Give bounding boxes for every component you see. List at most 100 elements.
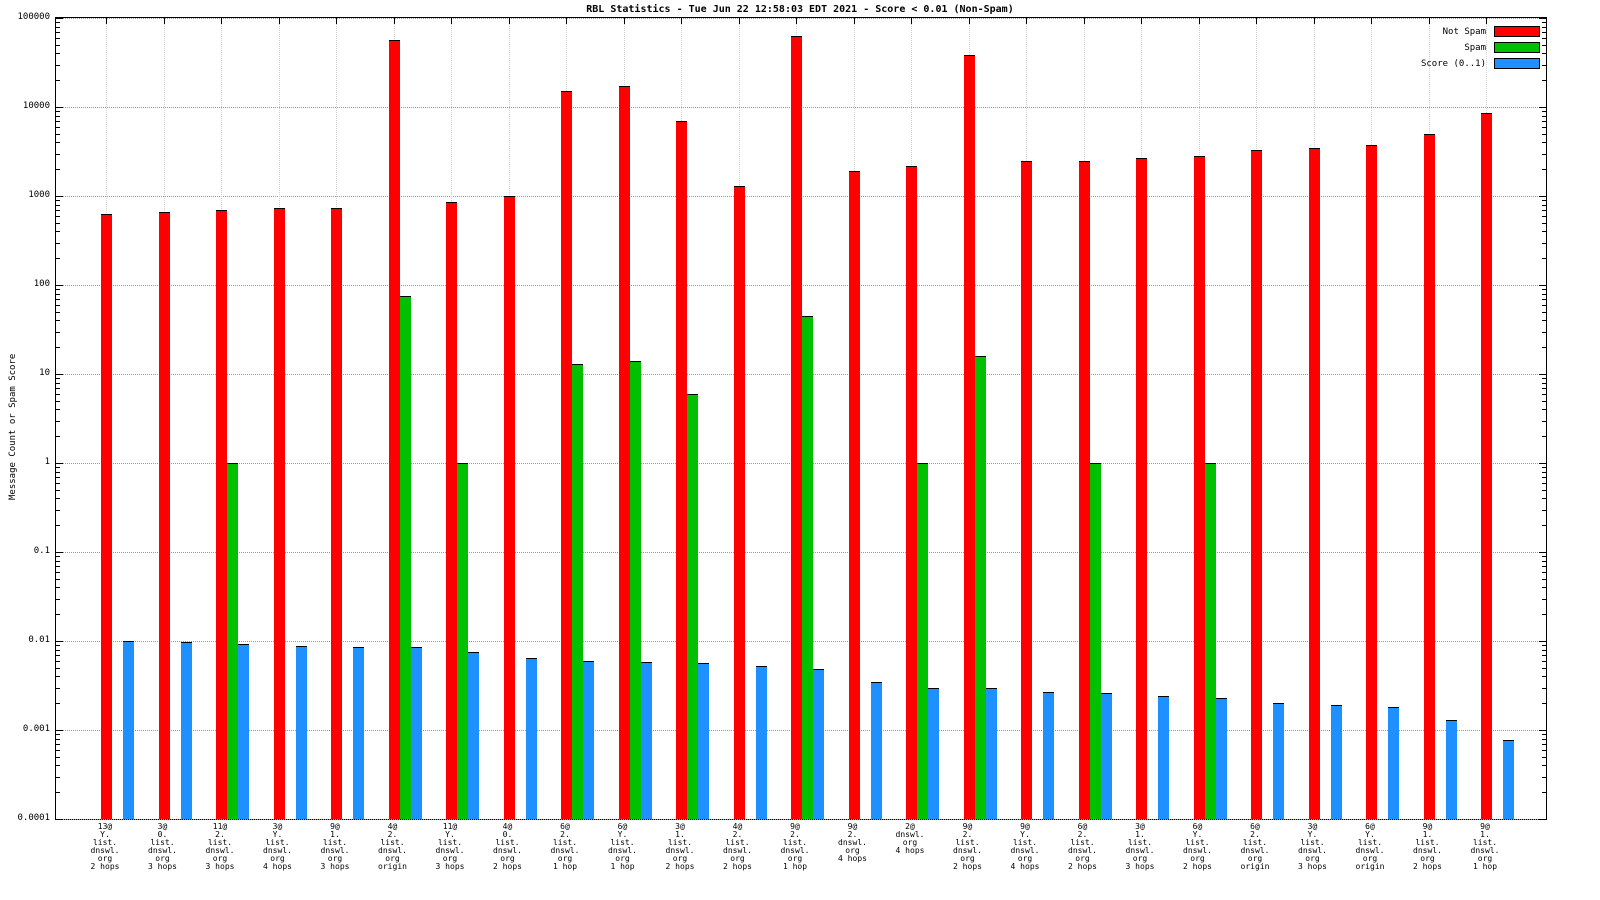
bar-score-0-1 — [410, 647, 422, 819]
y-tick-label: 0.1 — [33, 546, 50, 556]
y-minor-tick-right — [1542, 231, 1546, 233]
y-minor-tick-right — [1542, 258, 1546, 260]
y-minor-tick-left — [56, 298, 60, 300]
y-minor-tick-right — [1542, 743, 1546, 745]
bar-score-0-1 — [640, 662, 652, 819]
y-minor-tick-left — [56, 53, 60, 55]
legend-label: Not Spam — [1442, 26, 1486, 37]
x-tick-label: 6@ 2. list. dnswl. org 2 hops — [1068, 822, 1097, 871]
bar-score-0-1 — [755, 666, 767, 819]
bar-not-spam — [1021, 161, 1032, 819]
y-minor-tick-left — [56, 200, 60, 202]
y-minor-tick-right — [1542, 560, 1546, 562]
y-minor-tick-left — [56, 476, 60, 478]
bar-not-spam — [273, 208, 285, 819]
x-tick-top — [1026, 18, 1027, 24]
x-tick-label: 9@ 2. dnswl. org 4 hops — [838, 822, 867, 863]
y-minor-tick-right — [1542, 676, 1546, 678]
y-tick-left — [56, 374, 63, 375]
bar-not-spam — [848, 171, 860, 819]
bar-not-spam — [101, 214, 112, 819]
y-minor-tick-right — [1542, 393, 1546, 395]
chart-title: RBL Statistics - Tue Jun 22 12:58:03 EDT… — [586, 4, 1014, 15]
y-minor-tick-right — [1542, 126, 1546, 128]
y-minor-tick-left — [56, 792, 60, 794]
y-tick-label: 0.001 — [22, 724, 50, 734]
y-tick-label: 0.01 — [28, 635, 50, 645]
x-tick-top — [1428, 18, 1430, 24]
x-tick-top — [853, 18, 855, 24]
bar-score-0-1 — [1215, 697, 1227, 819]
y-minor-tick-right — [1542, 53, 1546, 55]
y-minor-tick-left — [56, 598, 60, 600]
bar-spam — [629, 360, 641, 819]
y-minor-tick-right — [1542, 649, 1546, 651]
y-minor-tick-left — [56, 743, 60, 745]
bar-not-spam — [1136, 158, 1147, 819]
y-minor-tick-right — [1542, 614, 1546, 616]
y-tick-left — [56, 463, 63, 464]
bar-score-0-1 — [1100, 693, 1112, 819]
y-minor-tick-left — [56, 378, 60, 380]
y-minor-tick-right — [1542, 476, 1546, 478]
bar-score-0-1 — [1043, 691, 1054, 819]
y-minor-tick-right — [1542, 489, 1546, 491]
y-minor-tick-right — [1542, 738, 1546, 740]
y-minor-tick-left — [56, 120, 60, 122]
bar-not-spam — [216, 209, 227, 819]
bar-spam — [687, 393, 698, 819]
bar-not-spam — [963, 55, 975, 819]
y-minor-tick-left — [56, 331, 60, 333]
x-tick-label: 13@ Y. list. dnswl. org 2 hops — [90, 822, 120, 871]
y-tick-label: 10 — [39, 368, 50, 378]
y-tick-right — [1539, 107, 1546, 108]
y-tick-left — [56, 730, 63, 731]
y-minor-tick-left — [56, 703, 60, 705]
y-minor-tick-left — [56, 64, 60, 66]
y-minor-tick-right — [1542, 115, 1546, 117]
x-tick-label: 6@ Y. list. dnswl. org 1 hop — [608, 822, 637, 871]
y-minor-tick-right — [1542, 687, 1546, 689]
y-tick-left — [56, 285, 63, 286]
y-minor-tick-left — [56, 293, 60, 295]
y-minor-tick-left — [56, 565, 60, 567]
bar-score-0-1 — [698, 663, 709, 819]
y-minor-tick-left — [56, 115, 60, 117]
legend-swatch — [1494, 42, 1540, 53]
bar-not-spam — [906, 165, 917, 819]
y-minor-tick-right — [1542, 571, 1546, 573]
y-minor-tick-left — [56, 231, 60, 233]
y-minor-tick-left — [56, 258, 60, 260]
y-minor-tick-left — [56, 738, 60, 740]
y-minor-tick-left — [56, 467, 60, 469]
y-tick-left — [56, 819, 63, 820]
y-tick-left — [56, 552, 63, 553]
y-minor-tick-right — [1542, 420, 1546, 422]
bar-not-spam — [733, 185, 745, 819]
y-minor-tick-left — [56, 347, 60, 349]
y-minor-tick-right — [1542, 289, 1546, 291]
y-tick-label: 100000 — [17, 12, 50, 22]
y-minor-tick-right — [1542, 409, 1546, 411]
y-minor-tick-left — [56, 676, 60, 678]
y-minor-tick-right — [1542, 382, 1546, 384]
y-tick-label: 0.0001 — [17, 813, 50, 823]
y-minor-tick-left — [56, 382, 60, 384]
bar-not-spam — [1308, 147, 1320, 819]
bar-spam — [917, 463, 928, 819]
y-minor-tick-left — [56, 749, 60, 751]
x-tick-label: 3@ Y. list. dnswl. org 4 hops — [263, 822, 292, 871]
bar-spam — [1204, 463, 1216, 819]
y-minor-tick-left — [56, 471, 60, 473]
y-minor-tick-left — [56, 204, 60, 206]
x-tick-top — [623, 18, 625, 24]
legend-swatch — [1494, 58, 1540, 69]
y-tick-left — [56, 107, 63, 108]
y-minor-tick-left — [56, 80, 60, 82]
y-tick-label: 1 — [44, 457, 50, 467]
y-minor-tick-right — [1542, 200, 1546, 202]
y-gridline — [56, 18, 1546, 19]
y-minor-tick-left — [56, 765, 60, 767]
y-minor-tick-right — [1542, 378, 1546, 380]
y-minor-tick-left — [56, 289, 60, 291]
